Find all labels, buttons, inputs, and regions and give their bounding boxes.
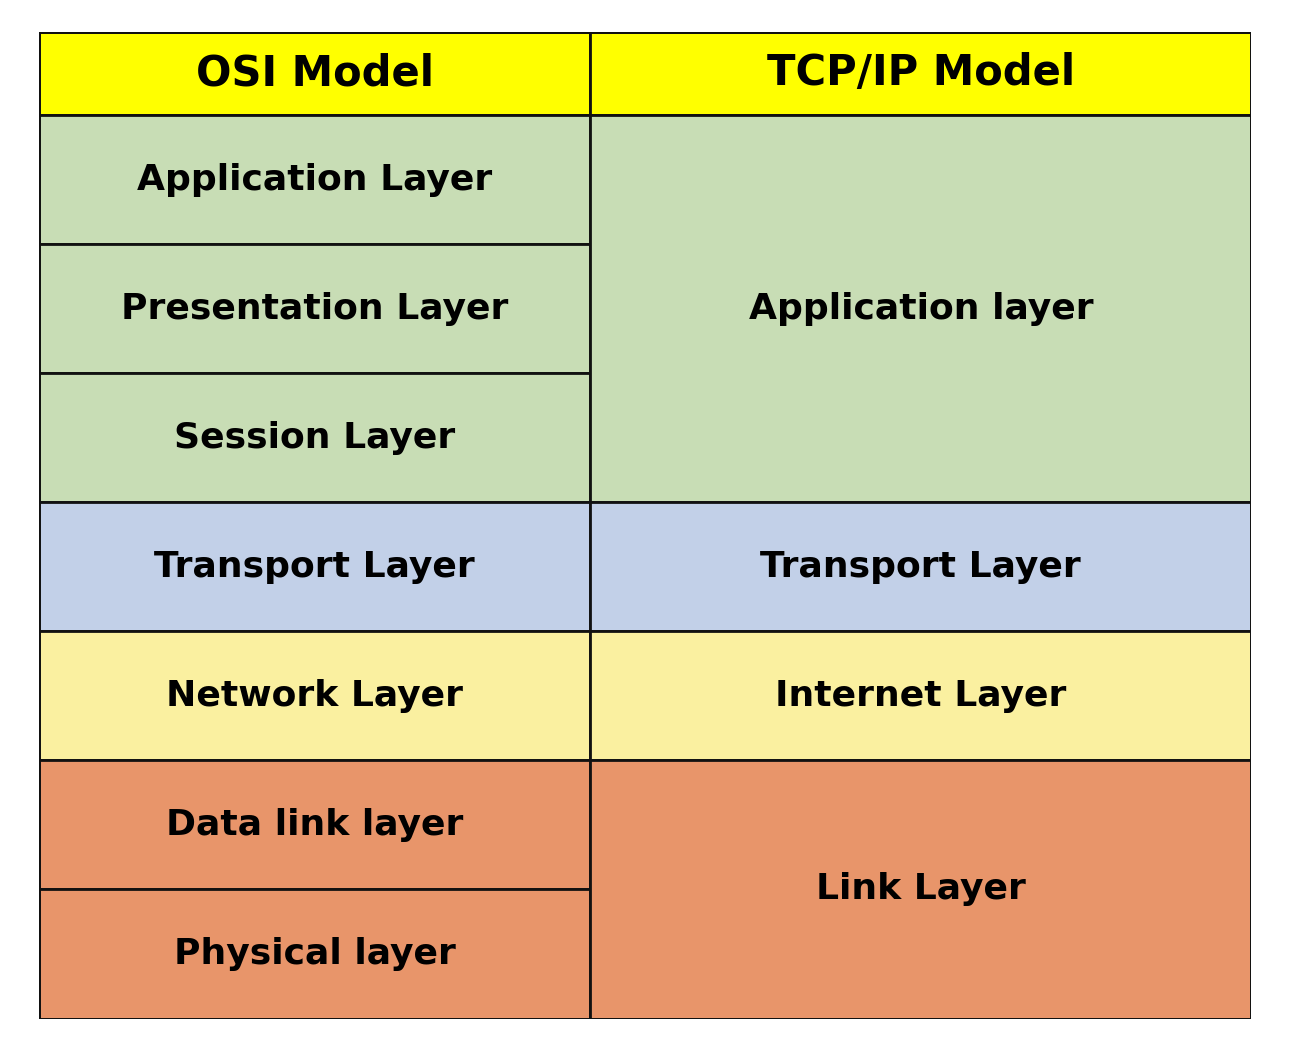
Text: Transport Layer: Transport Layer — [761, 550, 1081, 584]
Text: Data link layer: Data link layer — [166, 808, 463, 842]
Text: Application Layer: Application Layer — [137, 163, 493, 197]
Text: OSI Model: OSI Model — [196, 52, 433, 94]
Text: TCP/IP Model: TCP/IP Model — [766, 52, 1075, 94]
FancyBboxPatch shape — [39, 503, 591, 631]
FancyBboxPatch shape — [39, 32, 591, 116]
FancyBboxPatch shape — [591, 631, 1251, 760]
Text: Network Layer: Network Layer — [166, 679, 463, 713]
FancyBboxPatch shape — [39, 889, 591, 1018]
Text: Link Layer: Link Layer — [817, 873, 1026, 906]
FancyBboxPatch shape — [591, 116, 1251, 503]
Text: Presentation Layer: Presentation Layer — [121, 292, 508, 326]
Text: Session Layer: Session Layer — [174, 421, 455, 455]
Text: Transport Layer: Transport Layer — [155, 550, 475, 584]
FancyBboxPatch shape — [39, 245, 591, 374]
FancyBboxPatch shape — [591, 32, 1251, 116]
FancyBboxPatch shape — [591, 503, 1251, 631]
FancyBboxPatch shape — [39, 116, 591, 245]
Text: Application layer: Application layer — [748, 292, 1093, 326]
FancyBboxPatch shape — [39, 760, 591, 889]
FancyBboxPatch shape — [39, 631, 591, 760]
FancyBboxPatch shape — [39, 374, 591, 503]
FancyBboxPatch shape — [591, 760, 1251, 1018]
Text: Physical layer: Physical layer — [174, 937, 455, 971]
Text: Internet Layer: Internet Layer — [775, 679, 1067, 713]
